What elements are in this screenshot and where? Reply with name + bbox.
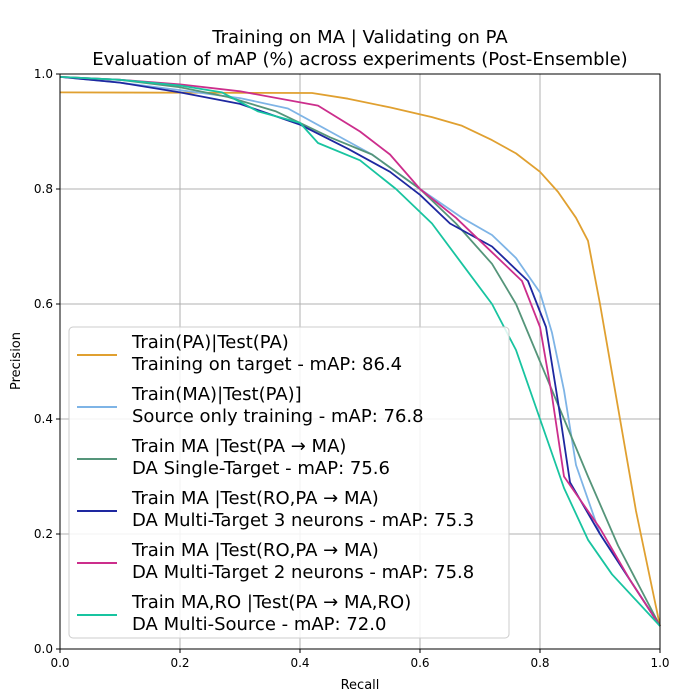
- plot-frame: [59, 73, 661, 650]
- legend-label: Train MA |Test(PA → MA): [131, 436, 346, 457]
- y-tick-label: 0.4: [34, 412, 53, 426]
- y-axis-label: Precision: [9, 332, 24, 390]
- y-tick-label: 0.0: [34, 642, 53, 656]
- y-tick-label: 0.2: [34, 527, 53, 541]
- legend-label: Train MA,RO |Test(PA → MA,RO): [131, 592, 411, 613]
- legend-description: Source only training - mAP: 76.8: [132, 406, 424, 427]
- series-line-5: [59, 76, 661, 627]
- x-tick-label: 0.0: [50, 656, 69, 670]
- legend-label: Train MA |Test(RO,PA → MA): [131, 488, 379, 509]
- x-tick-label: 0.6: [410, 656, 429, 670]
- legend-box: [68, 326, 510, 639]
- chart-title: Training on MA | Validating on PA: [211, 27, 508, 48]
- y-axis-ticks: 0.0 0.2 0.4 0.6 0.8 1.0: [34, 67, 60, 656]
- legend-description: DA Multi-Target 2 neurons - mAP: 75.8: [132, 562, 474, 583]
- legend-label: Train(PA)|Test(PA): [131, 332, 289, 353]
- legend-description: DA Multi-Source - mAP: 72.0: [132, 614, 386, 635]
- x-tick-label: 0.8: [530, 656, 549, 670]
- legend-description: Training on target - mAP: 86.4: [131, 354, 402, 375]
- x-axis-label: Recall: [341, 678, 380, 693]
- legend-label: Train MA |Test(RO,PA → MA): [131, 540, 379, 561]
- legend-label: Train(MA)|Test(PA)]: [131, 384, 302, 405]
- x-axis-ticks: 0.0 0.2 0.4 0.6 0.8 1.0: [50, 649, 670, 670]
- legend-description: DA Multi-Target 3 neurons - mAP: 75.3: [132, 510, 474, 531]
- series-line-1: [59, 91, 661, 627]
- y-tick-label: 1.0: [34, 67, 53, 81]
- legend: Train(PA)|Test(PA)Training on target - m…: [68, 326, 510, 639]
- x-tick-label: 0.2: [170, 656, 189, 670]
- chart-subtitle: Evaluation of mAP (%) across experiments…: [92, 49, 627, 70]
- y-tick-label: 0.6: [34, 297, 53, 311]
- series-line-6: [59, 76, 661, 627]
- y-tick-label: 0.8: [34, 182, 53, 196]
- series-lines: [59, 76, 661, 627]
- x-tick-label: 0.4: [290, 656, 309, 670]
- series-line-3: [59, 76, 661, 627]
- legend-description: DA Single-Target - mAP: 75.6: [132, 458, 390, 479]
- x-tick-label: 1.0: [650, 656, 669, 670]
